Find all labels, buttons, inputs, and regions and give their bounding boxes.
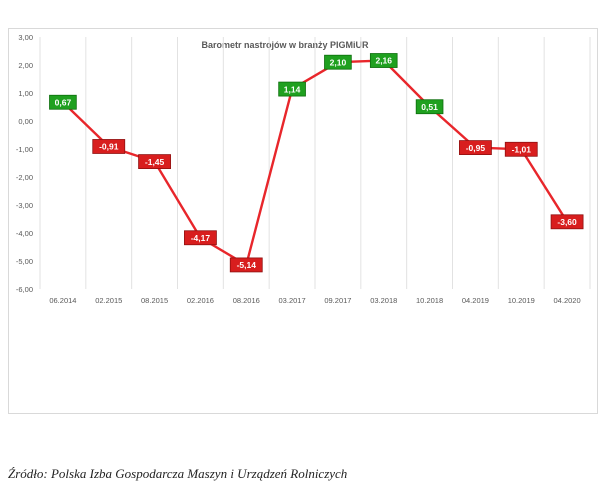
data-label-text: -1,01 (512, 144, 532, 154)
data-label-box (415, 99, 444, 115)
data-label: -1,45 (138, 154, 171, 170)
x-tick-label: 10.2018 (416, 296, 443, 305)
x-tick-label: 03.2017 (279, 296, 306, 305)
y-tick-label: -1,00 (16, 145, 33, 154)
source-note: Źródło: Polska Izba Gospodarcza Maszyn i… (8, 466, 348, 481)
x-tick-label: 06.2014 (49, 296, 76, 305)
data-label-box (369, 53, 398, 68)
data-label: -1,01 (504, 141, 538, 157)
y-tick-label: 0,00 (18, 117, 33, 126)
data-label-text: -0,91 (99, 142, 119, 152)
data-label-text: 1,14 (284, 84, 301, 94)
data-label: -0,95 (459, 140, 492, 156)
data-label-box (229, 257, 263, 273)
data-label-text: 2,16 (375, 56, 392, 66)
x-tick-label: 02.2015 (95, 296, 122, 305)
y-tick-label: -6,00 (16, 285, 33, 294)
y-tick-label: 2,00 (18, 61, 33, 70)
data-label-text: -1,45 (145, 157, 165, 167)
data-label: 2,10 (324, 54, 352, 70)
data-label: -4,17 (184, 230, 217, 246)
x-tick-label: 10.2019 (508, 296, 535, 305)
data-label-text: -3,60 (557, 217, 577, 227)
y-tick-label: -4,00 (16, 229, 33, 238)
data-label-text: -5,14 (237, 260, 257, 270)
x-tick-label: 04.2019 (462, 296, 489, 305)
y-tick-label: 1,00 (18, 89, 33, 98)
data-label-box (184, 230, 217, 246)
x-tick-label: 04.2020 (554, 296, 581, 305)
data-label: -0,91 (92, 139, 126, 154)
grid-lines (39, 37, 591, 289)
data-label: 1,14 (278, 81, 306, 97)
x-tick-label: 03.2018 (370, 296, 397, 305)
x-axis-ticks: 06.2014 02.2015 08.2015 02.2016 08.2016 03.20… (49, 296, 580, 305)
data-label-box (92, 139, 126, 154)
data-label: -5,14 (229, 257, 263, 273)
x-tick-label: 09.2017 (324, 296, 351, 305)
x-tick-label: 02.2016 (187, 296, 214, 305)
data-label-text: 2,10 (330, 57, 347, 67)
data-label: 0,51 (415, 99, 444, 115)
y-axis-ticks: 3,00 2,00 1,00 0,00 -1,00 -2,00 -3,00 -4,00 -5,0… (16, 33, 33, 294)
data-label-box (459, 140, 492, 156)
data-label-box (324, 54, 352, 70)
data-label-text: 0,51 (421, 102, 438, 112)
data-label-box (138, 154, 171, 170)
data-label: 0,67 (49, 94, 77, 110)
data-label: 2,16 (369, 53, 398, 68)
y-tick-label: -5,00 (16, 257, 33, 266)
data-label-box (49, 94, 77, 110)
x-tick-label: 08.2016 (233, 296, 260, 305)
data-labels: 0,67 -0,91 -1,45 -4,17 -5,14 1,14 2,10 2,16 0,51… (49, 53, 584, 273)
data-label-text: -4,17 (191, 233, 211, 243)
y-tick-label: -2,00 (16, 173, 33, 182)
y-tick-label: -3,00 (16, 201, 33, 210)
chart-title: Barometr nastrojów w branży PIGMiUR (201, 40, 369, 50)
data-label-text: -0,95 (466, 143, 486, 153)
data-label-text: 0,67 (55, 97, 72, 107)
data-label: -3,60 (550, 214, 584, 230)
x-tick-label: 08.2015 (141, 296, 168, 305)
data-label-box (278, 81, 306, 97)
y-tick-label: 3,00 (18, 33, 33, 42)
data-label-box (550, 214, 584, 230)
data-label-box (504, 141, 538, 157)
